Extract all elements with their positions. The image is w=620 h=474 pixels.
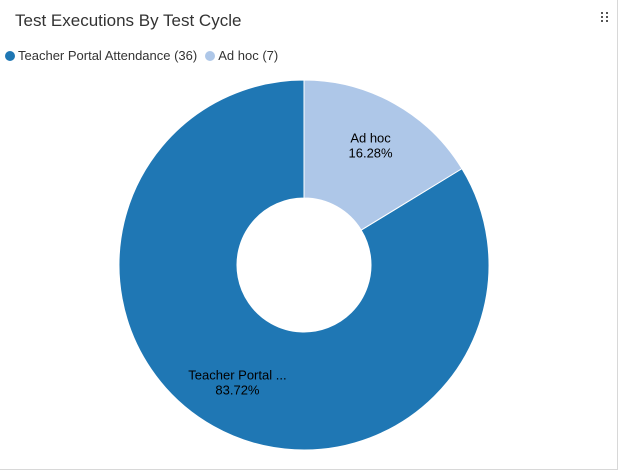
legend-label: Ad hoc (7) <box>218 48 279 63</box>
slice-label-percent: 83.72% <box>215 383 260 398</box>
drag-handle-icon[interactable] <box>601 12 609 24</box>
slice-label-name: Teacher Portal ... <box>188 368 286 383</box>
legend-dot-icon <box>205 50 216 61</box>
slice-label-name: Ad hoc <box>350 130 391 145</box>
chart-legend: Teacher Portal Attendance (36) Ad hoc (7… <box>5 48 286 63</box>
legend-label: Teacher Portal Attendance (36) <box>18 48 198 63</box>
legend-dot-icon <box>5 50 15 61</box>
slice-label-percent: 16.28% <box>349 145 394 160</box>
legend-item-teacher-portal[interactable]: Teacher Portal Attendance (36) <box>5 48 197 63</box>
donut-slice-ad-hoc[interactable] <box>303 79 463 231</box>
donut-slice-teacher-portal-attendance[interactable] <box>118 79 490 451</box>
legend-item-ad-hoc[interactable]: Ad hoc (7) <box>205 48 278 63</box>
slice-label: Teacher Portal ...83.72% <box>188 368 286 398</box>
widget-title: Test Executions By Test Cycle <box>15 11 242 30</box>
